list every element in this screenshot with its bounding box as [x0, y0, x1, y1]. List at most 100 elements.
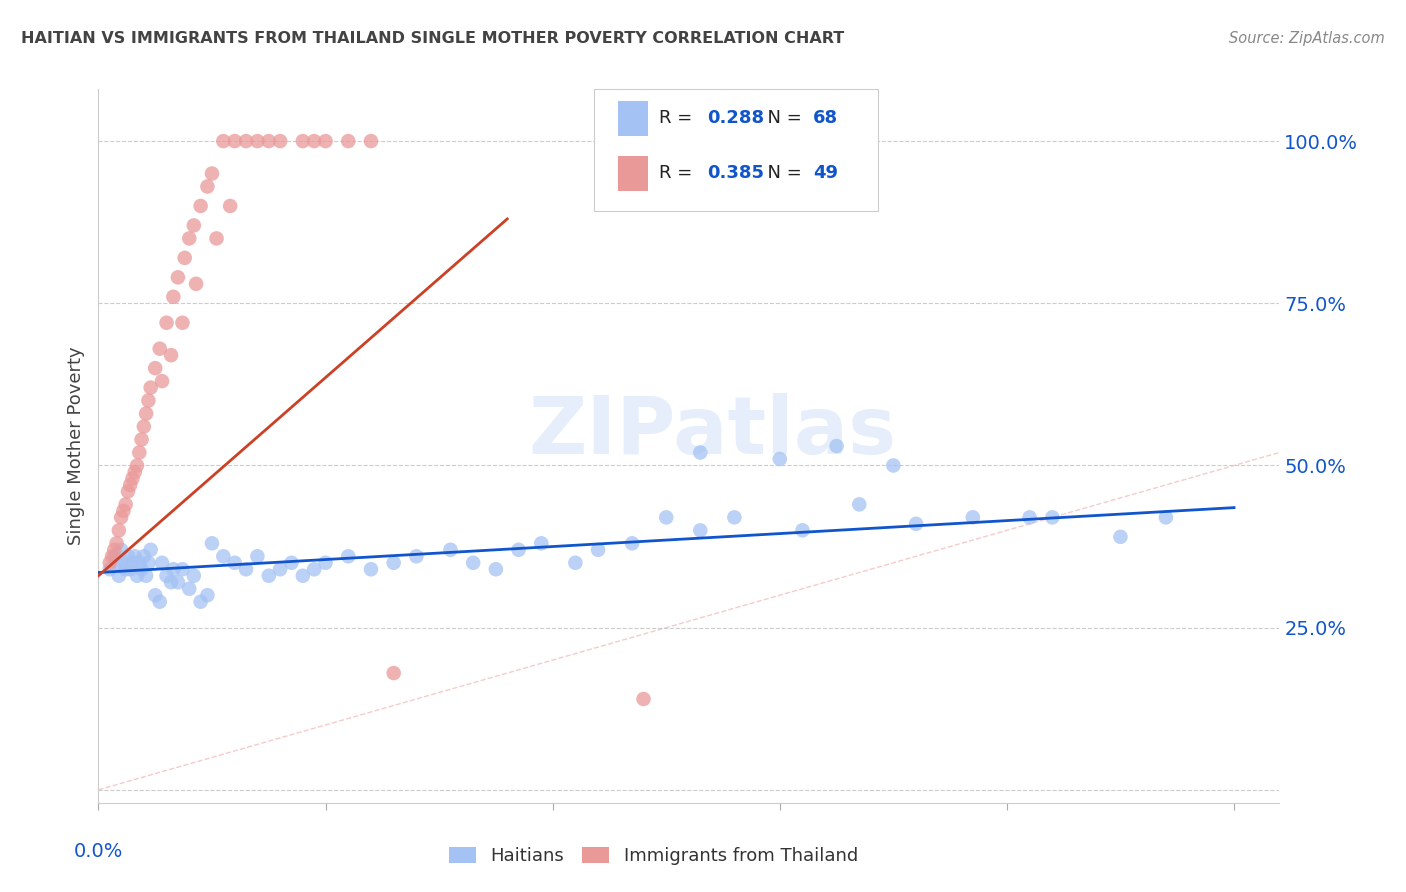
Point: [155, 568, 177, 582]
Point: [131, 433, 153, 447]
Point: [103, 542, 125, 557]
Point: [882, 458, 904, 473]
Point: [360, 562, 382, 576]
Point: [205, 231, 228, 245]
Point: [160, 348, 183, 362]
Point: [125, 568, 148, 582]
Point: [120, 562, 142, 576]
FancyBboxPatch shape: [595, 89, 877, 211]
Point: [108, 568, 131, 582]
Point: [224, 134, 246, 148]
Y-axis label: Single Mother Poverty: Single Mother Poverty: [67, 347, 86, 545]
Bar: [619, 102, 648, 136]
Point: [162, 290, 184, 304]
Point: [114, 497, 136, 511]
Point: [302, 134, 325, 148]
Point: [224, 556, 246, 570]
Point: [219, 199, 242, 213]
Point: [135, 407, 157, 421]
Text: Source: ZipAtlas.com: Source: ZipAtlas.com: [1229, 31, 1385, 46]
Point: [138, 556, 160, 570]
Point: [98, 562, 121, 576]
Point: [586, 542, 609, 557]
Point: [112, 504, 135, 518]
Point: [190, 199, 212, 213]
Point: [101, 549, 124, 564]
Point: [121, 556, 143, 570]
Point: [197, 588, 219, 602]
Text: R =: R =: [659, 164, 699, 182]
Point: [110, 510, 132, 524]
Point: [825, 439, 848, 453]
Point: [128, 556, 150, 570]
Point: [117, 549, 139, 564]
Point: [382, 556, 405, 570]
Point: [212, 134, 235, 148]
Point: [689, 524, 711, 538]
Point: [382, 666, 405, 681]
Point: [135, 568, 157, 582]
Point: [179, 231, 201, 245]
Point: [172, 316, 194, 330]
Bar: [619, 156, 648, 191]
Point: [201, 536, 224, 550]
Point: [530, 536, 553, 550]
Point: [360, 134, 382, 148]
Point: [269, 562, 291, 576]
Point: [655, 510, 678, 524]
Point: [125, 458, 148, 473]
Point: [246, 134, 269, 148]
Point: [149, 595, 172, 609]
Point: [172, 562, 194, 576]
Point: [103, 549, 125, 564]
Point: [149, 342, 172, 356]
Point: [112, 556, 135, 570]
Point: [302, 562, 325, 576]
Point: [315, 556, 337, 570]
Point: [315, 134, 337, 148]
Point: [121, 471, 143, 485]
Point: [173, 251, 195, 265]
Point: [162, 562, 184, 576]
Point: [848, 497, 870, 511]
Point: [143, 588, 166, 602]
Point: [463, 556, 485, 570]
Point: [138, 393, 160, 408]
Point: [167, 575, 190, 590]
Point: [110, 542, 132, 557]
Point: [235, 562, 257, 576]
Point: [291, 134, 314, 148]
Point: [485, 562, 508, 576]
Point: [769, 452, 792, 467]
Text: N =: N =: [756, 110, 808, 128]
Point: [1154, 510, 1177, 524]
Point: [257, 568, 280, 582]
Point: [190, 595, 212, 609]
Point: [160, 575, 183, 590]
Point: [150, 374, 173, 388]
Point: [105, 556, 128, 570]
Text: HAITIAN VS IMMIGRANTS FROM THAILAND SINGLE MOTHER POVERTY CORRELATION CHART: HAITIAN VS IMMIGRANTS FROM THAILAND SING…: [21, 31, 845, 46]
Point: [183, 568, 205, 582]
Point: [905, 516, 928, 531]
Point: [405, 549, 427, 564]
Point: [337, 549, 360, 564]
Point: [280, 556, 302, 570]
Point: [212, 549, 235, 564]
Point: [105, 536, 128, 550]
Point: [291, 568, 314, 582]
Point: [564, 556, 586, 570]
Point: [184, 277, 207, 291]
Point: [246, 549, 269, 564]
Point: [120, 478, 142, 492]
Point: [98, 556, 121, 570]
Point: [179, 582, 201, 596]
Point: [183, 219, 205, 233]
Point: [439, 542, 461, 557]
Point: [621, 536, 644, 550]
Point: [962, 510, 984, 524]
Point: [792, 524, 814, 538]
Text: 0.288: 0.288: [707, 110, 763, 128]
Point: [508, 542, 530, 557]
Point: [139, 542, 162, 557]
